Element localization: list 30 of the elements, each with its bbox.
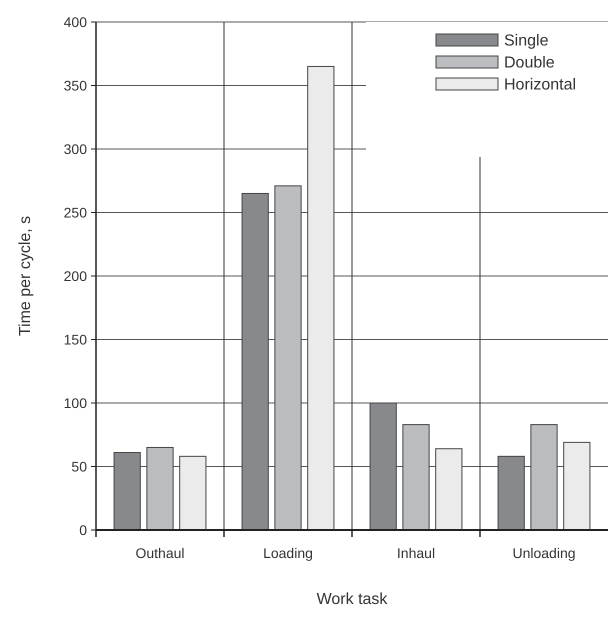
- bar: [498, 456, 525, 530]
- bar: [370, 402, 397, 530]
- bar: [435, 448, 462, 530]
- x-tick-label: Loading: [263, 545, 313, 561]
- x-tick-label: Outhaul: [135, 545, 185, 561]
- bar: [114, 452, 141, 530]
- x-tick-label: Unloading: [512, 545, 576, 561]
- y-tick-label: 350: [64, 77, 88, 94]
- bar: [146, 446, 174, 530]
- bar: [563, 442, 590, 530]
- y-tick-label: 400: [64, 14, 88, 30]
- bar: [179, 456, 206, 530]
- y-tick-label: 150: [64, 331, 88, 348]
- bar: [530, 424, 558, 530]
- y-tick-label: 250: [64, 204, 88, 220]
- y-axis-title: Time per cycle, s: [17, 216, 34, 336]
- y-tick-label: 50: [71, 458, 88, 474]
- legend-label: Double: [504, 54, 555, 72]
- legend-label: Single: [504, 32, 549, 50]
- bar: [402, 424, 430, 530]
- y-tick-label: 100: [64, 394, 88, 411]
- bar: [307, 66, 334, 530]
- x-axis-title: Work task: [316, 591, 388, 608]
- legend-label: Horizontal: [504, 76, 576, 94]
- x-tick-label: Inhaul: [396, 545, 436, 561]
- bar: [274, 185, 302, 530]
- y-tick-label: 0: [79, 522, 88, 538]
- y-tick-label: 200: [64, 268, 88, 284]
- y-tick-label: 300: [64, 140, 88, 157]
- bar: [242, 192, 269, 530]
